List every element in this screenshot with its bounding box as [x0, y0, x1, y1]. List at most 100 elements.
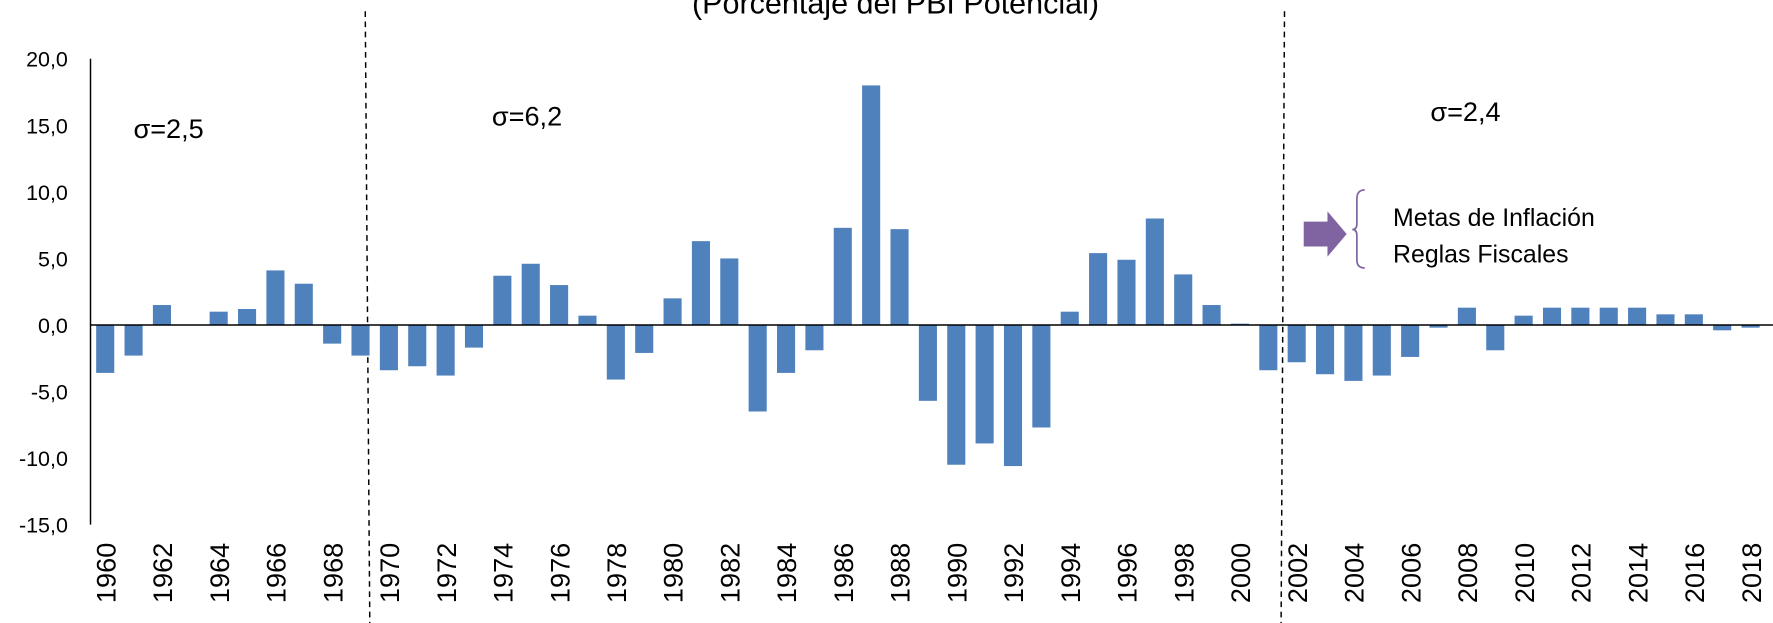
bar [748, 324, 767, 412]
brace [1352, 189, 1365, 269]
x-tick-label: 1982 [714, 543, 745, 603]
y-tick-label: 20,0 [26, 48, 68, 72]
bar [1316, 324, 1335, 375]
bar [351, 324, 370, 356]
arrow [1303, 211, 1347, 257]
bar [96, 324, 115, 373]
bar [152, 305, 171, 325]
x-tick-label: 1972 [431, 543, 462, 603]
bar [1457, 307, 1476, 325]
bar [209, 311, 228, 325]
bar [379, 324, 398, 371]
bar [975, 324, 994, 444]
bar [294, 283, 313, 325]
bar [833, 227, 852, 325]
x-tick-label: 1992 [998, 543, 1029, 603]
y-tick-label: 5,0 [38, 247, 68, 271]
bar [238, 309, 257, 325]
x-tick-label: 2016 [1679, 543, 1710, 603]
annotation: σ=6,2 [492, 101, 562, 132]
annotation: Reglas Fiscales [1393, 240, 1568, 268]
bar [606, 324, 625, 380]
x-tick-label: 1962 [147, 543, 178, 603]
annotation: σ=2,5 [133, 113, 203, 144]
bar [1628, 307, 1647, 325]
bar [720, 258, 739, 325]
x-tick-label: 2000 [1225, 543, 1256, 603]
bar [635, 324, 654, 353]
x-tick-label: 1964 [204, 543, 235, 603]
bar [408, 324, 427, 367]
bar [1656, 314, 1675, 325]
x-tick-label: 1986 [828, 543, 859, 603]
x-tick-label: 1970 [374, 543, 405, 603]
y-tick-label: -5,0 [31, 380, 68, 404]
x-tick-label: 1976 [544, 543, 575, 603]
bar [1514, 315, 1533, 325]
bar [1003, 324, 1023, 467]
x-tick-label: 1966 [261, 543, 292, 603]
bar [1401, 324, 1420, 357]
x-tick-label: 1998 [1168, 543, 1199, 603]
x-tick-label: 2012 [1566, 543, 1597, 603]
bar [266, 270, 285, 325]
y-tick-label: 0,0 [38, 314, 68, 338]
bar [1202, 305, 1221, 325]
x-tick-label: 2004 [1339, 543, 1370, 603]
annotation: σ=2,4 [1430, 96, 1500, 127]
bar [521, 263, 540, 325]
annotation: Metas de Inflación [1393, 204, 1595, 232]
bar [805, 324, 824, 351]
x-tick-label: 2014 [1622, 543, 1653, 603]
y-tick-label: -15,0 [19, 514, 68, 538]
bar [918, 324, 937, 401]
bar [1060, 311, 1079, 325]
x-tick-label: 2006 [1395, 543, 1426, 603]
bar [578, 315, 597, 325]
bar [890, 229, 909, 325]
x-tick-label: 1978 [601, 543, 632, 603]
bar [323, 324, 342, 344]
period-divider [364, 11, 371, 623]
bar [1486, 324, 1505, 351]
bar [1032, 324, 1051, 428]
bar [1542, 307, 1562, 325]
bar [1174, 274, 1193, 325]
bar [691, 241, 710, 325]
x-tick-label: 1996 [1112, 543, 1143, 603]
x-tick-label: 1968 [317, 543, 348, 603]
y-tick-label: 10,0 [26, 181, 68, 205]
bar [1145, 218, 1164, 325]
x-tick-label: 2010 [1509, 543, 1540, 603]
bar [1713, 324, 1732, 331]
bar [1741, 324, 1760, 328]
x-tick-label: 2018 [1736, 543, 1767, 603]
bar [663, 298, 682, 325]
bar [862, 85, 881, 325]
x-tick-label: 1994 [1055, 543, 1086, 603]
bar [1571, 307, 1590, 325]
period-divider [1280, 11, 1286, 623]
y-tick-label: 15,0 [26, 114, 68, 138]
x-tick-label: 1984 [771, 543, 802, 603]
y-tick-label: -10,0 [19, 447, 68, 471]
bar [436, 324, 455, 376]
x-tick-label: 2002 [1282, 543, 1313, 603]
x-tick-label: 1990 [941, 543, 972, 603]
bar [124, 324, 143, 356]
bar [1117, 259, 1136, 325]
bar [1287, 324, 1306, 363]
x-tick-label: 1988 [885, 543, 916, 603]
x-tick-label: 1960 [90, 543, 121, 603]
bar [493, 275, 512, 325]
bar [1599, 307, 1618, 325]
bar [464, 324, 484, 348]
bar [947, 324, 966, 465]
x-tick-label: 1980 [658, 543, 689, 603]
bar [1429, 324, 1448, 328]
bar [777, 324, 796, 373]
bar [1259, 324, 1278, 371]
chart-title: (Porcentaje del PBI Potencial) [692, 0, 1099, 21]
bar [1684, 314, 1703, 325]
